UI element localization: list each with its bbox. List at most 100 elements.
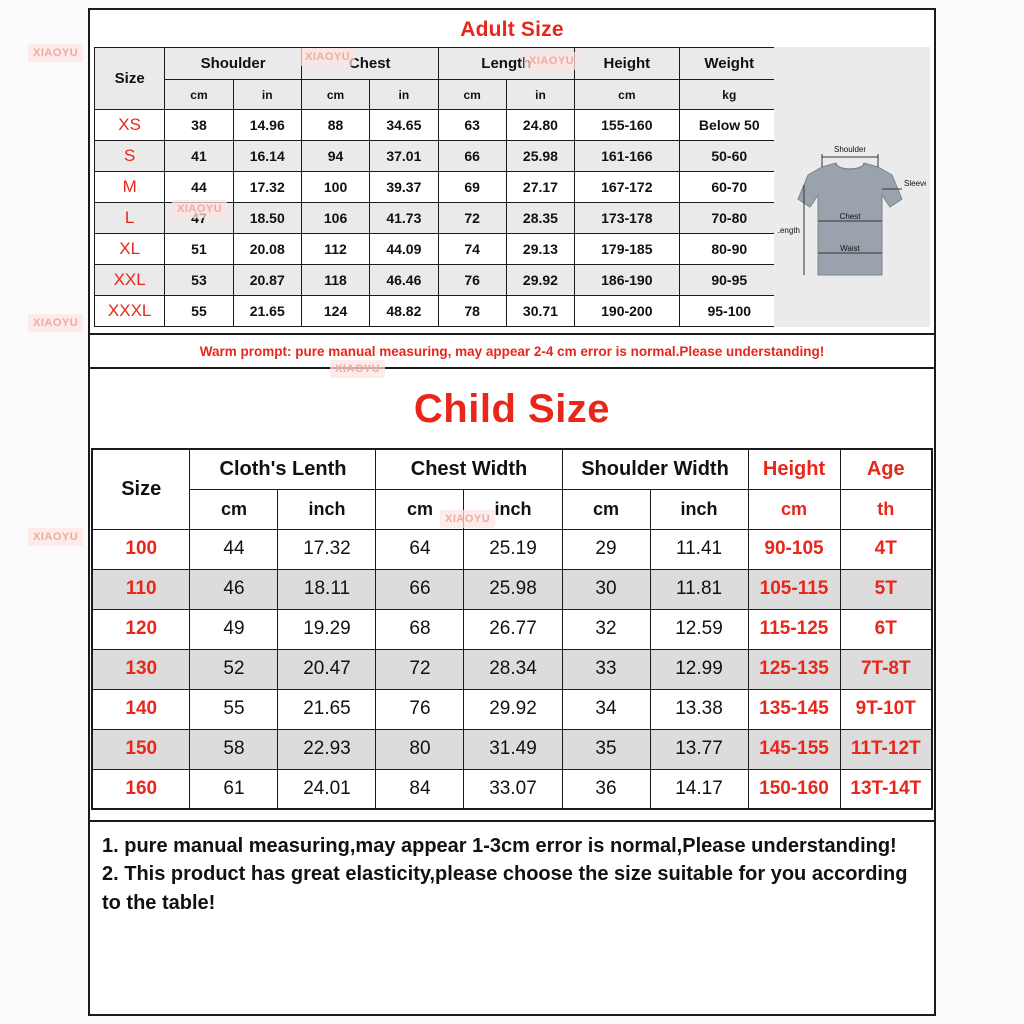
table-row: XXL 53 20.87 118 46.46 76 29.92 186-190 … — [93, 264, 781, 296]
child-unit-length-cm: cm — [189, 488, 279, 530]
child-unit-shoulder-inch: inch — [649, 488, 749, 530]
table-row: 140 55 21.65 76 29.92 34 13.38 135-145 9… — [91, 688, 933, 730]
cell: 76 — [437, 264, 507, 296]
adult-warning-note: Warm prompt: pure manual measuring, may … — [90, 333, 934, 369]
cell: 118 — [300, 264, 371, 296]
child-size-label: 140 — [91, 688, 191, 730]
child-unit-header-row: cm inch cm inch cm inch cm th — [92, 488, 933, 530]
adult-group-height: Height — [574, 47, 680, 80]
cell: 24.01 — [277, 768, 377, 810]
cell: 125-135 — [747, 648, 841, 690]
cell: 5T — [839, 568, 933, 610]
child-unit-chest-inch: inch — [463, 488, 563, 530]
child-group-age: Age — [839, 448, 933, 490]
cell: 173-178 — [574, 202, 680, 234]
cell: 53 — [164, 264, 234, 296]
adult-unit-length-in: in — [505, 79, 576, 110]
cell: 84 — [375, 768, 465, 810]
watermark: XIAOYU — [28, 314, 84, 332]
cell: 58 — [189, 728, 279, 770]
table-row: L 47 18.50 106 41.73 72 28.35 173-178 70… — [93, 202, 781, 234]
cell: 30.71 — [505, 295, 576, 327]
adult-size-label: XXL — [93, 264, 166, 296]
cell: 29.92 — [505, 264, 576, 296]
cell: 32 — [561, 608, 651, 650]
cell: 105-115 — [747, 568, 841, 610]
adult-group-shoulder: Shoulder — [164, 47, 302, 80]
cell: 124 — [300, 295, 371, 327]
cell: 72 — [437, 202, 507, 234]
child-size-header: Size — [91, 448, 191, 530]
cell: 49 — [189, 608, 279, 650]
cell: 64 — [375, 528, 465, 570]
adult-unit-header-row: cm in cm in cm in cm kg — [95, 79, 781, 110]
cell: 150-160 — [747, 768, 841, 810]
table-row: 120 49 19.29 68 26.77 32 12.59 115-125 6… — [91, 608, 933, 650]
cell: 28.34 — [463, 648, 563, 690]
cell: 115-125 — [747, 608, 841, 650]
table-row: S 41 16.14 94 37.01 66 25.98 161-166 50-… — [93, 140, 781, 172]
cell: 190-200 — [574, 295, 680, 327]
cell: 22.93 — [277, 728, 377, 770]
adult-size-label: L — [93, 202, 166, 234]
cell: 14.96 — [232, 109, 302, 141]
adult-unit-chest-cm: cm — [300, 79, 371, 110]
cell: 25.98 — [505, 140, 576, 172]
cell: 88 — [300, 109, 371, 141]
cell: 100 — [300, 171, 371, 203]
table-row: 160 61 24.01 84 33.07 36 14.17 150-160 1… — [91, 768, 933, 810]
cell: 11T-12T — [839, 728, 933, 770]
child-group-cloths-lenth: Cloth's Lenth — [189, 448, 377, 490]
cell: 4T — [839, 528, 933, 570]
cell: 29 — [561, 528, 651, 570]
cell: 63 — [437, 109, 507, 141]
child-size-label: 150 — [91, 728, 191, 770]
cell: 19.29 — [277, 608, 377, 650]
size-chart-sheet: Adult Size Size Shoulder Chest Length He… — [88, 8, 936, 1016]
cell: 41.73 — [369, 202, 439, 234]
cell: 112 — [300, 233, 371, 265]
cell: 20.08 — [232, 233, 302, 265]
cell: 44.09 — [369, 233, 439, 265]
cell: 14.17 — [649, 768, 749, 810]
cell: 25.98 — [463, 568, 563, 610]
cell: 18.50 — [232, 202, 302, 234]
watermark: XIAOYU — [28, 528, 84, 546]
cell: 66 — [437, 140, 507, 172]
cell: 48.82 — [369, 295, 439, 327]
adult-size-table: Size Shoulder Chest Length Height Weight… — [93, 47, 781, 327]
cell: 17.32 — [277, 528, 377, 570]
cell: 6T — [839, 608, 933, 650]
cell: 36 — [561, 768, 651, 810]
adult-size-label: XXXL — [93, 295, 166, 327]
cell: 13T-14T — [839, 768, 933, 810]
diagram-label-waist: Waist — [840, 244, 860, 253]
cell: 155-160 — [574, 109, 680, 141]
child-unit-shoulder-cm: cm — [561, 488, 651, 530]
adult-size-title: Adult Size — [460, 18, 564, 41]
cell: 33 — [561, 648, 651, 690]
child-size-table: Size Cloth's Lenth Chest Width Shoulder … — [90, 448, 934, 810]
cell: 66 — [375, 568, 465, 610]
adult-unit-weight-kg: kg — [678, 79, 781, 110]
cell: 7T-8T — [839, 648, 933, 690]
tshirt-diagram-panel: Shoulder Sleeves Chest Waist Length — [774, 47, 930, 327]
cell: 167-172 — [574, 171, 680, 203]
cell: 69 — [437, 171, 507, 203]
adult-unit-shoulder-cm: cm — [164, 79, 234, 110]
diagram-label-shoulder: Shoulder — [834, 145, 866, 154]
child-group-chest-width: Chest Width — [375, 448, 563, 490]
table-row: XXXL 55 21.65 124 48.82 78 30.71 190-200… — [93, 295, 781, 327]
diagram-label-chest: Chest — [840, 212, 862, 221]
table-row: XL 51 20.08 112 44.09 74 29.13 179-185 8… — [93, 233, 781, 265]
cell: 61 — [189, 768, 279, 810]
note-line-2: 2. This product has great elasticity,ple… — [102, 863, 908, 914]
adult-size-header: Size — [93, 47, 166, 110]
cell: 38 — [164, 109, 234, 141]
cell: 47 — [164, 202, 234, 234]
cell: 24.80 — [505, 109, 576, 141]
cell: 16.14 — [232, 140, 302, 172]
cell: 20.47 — [277, 648, 377, 690]
footer-notes: 1. pure manual measuring,may appear 1-3c… — [90, 820, 934, 921]
